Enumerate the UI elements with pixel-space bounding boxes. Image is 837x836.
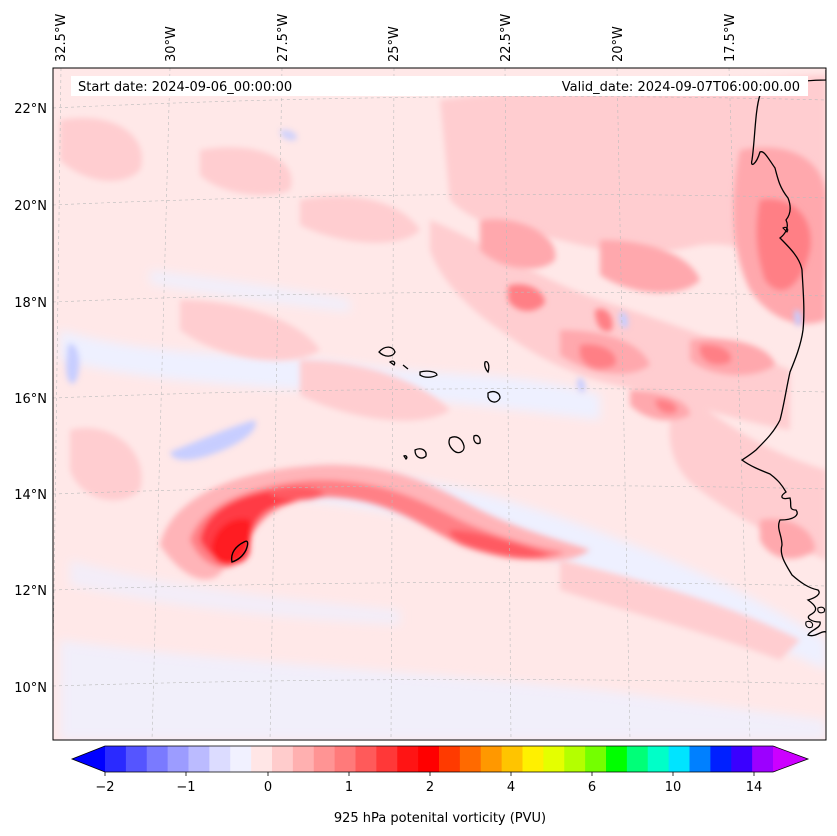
- colorbar-segment: [313, 746, 336, 772]
- lon-label: 25°W: [387, 26, 402, 62]
- colorbar-extend-high: [773, 746, 808, 772]
- map-frame: [52, 67, 827, 741]
- colorbar-segment: [230, 746, 252, 772]
- colorbar-segment: [146, 746, 169, 772]
- colorbar: [70, 745, 810, 773]
- colorbar-segment: [647, 746, 670, 772]
- colorbar-ticks: −2 −1 0 1 2 4 6 10 14: [95, 772, 762, 795]
- colorbar-segment: [689, 746, 711, 772]
- lat-label: 22°N: [14, 102, 47, 117]
- colorbar-tick-label: 0: [264, 780, 272, 795]
- pv-field: [53, 68, 826, 740]
- longitude-labels: 32.5°W 30°W 27.5°W 25°W 22.5°W 20°W 17.5°W: [54, 14, 738, 62]
- lat-label: 18°N: [14, 296, 47, 311]
- valid-date-label: Valid_date: 2024-09-07T06:00:00.00: [562, 80, 800, 95]
- colorbar-segment: [251, 746, 273, 772]
- colorbar-segment: [397, 746, 419, 772]
- colorbar-segment: [564, 746, 586, 772]
- colorbar-segment: [418, 746, 440, 772]
- colorbar-segment: [480, 746, 503, 772]
- colorbar-segment: [731, 746, 753, 772]
- colorbar-extend-low: [72, 746, 105, 772]
- colorbar-tick-label: −1: [176, 780, 195, 795]
- colorbar-title: 925 hPa potenital vorticity (PVU): [334, 811, 546, 826]
- colorbar-segment: [125, 746, 148, 772]
- lon-label: 20°W: [611, 26, 626, 62]
- colorbar-tick-label: 4: [507, 780, 515, 795]
- colorbar-segment: [606, 746, 628, 772]
- colorbar-segment: [710, 746, 732, 772]
- colorbar-outline: [70, 745, 810, 773]
- colorbar-segment: [585, 746, 607, 772]
- lon-label: 27.5°W: [276, 14, 291, 62]
- colorbar-segment: [752, 746, 774, 772]
- colorbar-segment: [668, 746, 691, 772]
- lat-label: 16°N: [14, 392, 47, 407]
- colorbar-segment: [376, 746, 398, 772]
- african-coastline: [740, 70, 826, 637]
- colorbar-segment: [292, 746, 315, 772]
- colorbar-segment: [626, 746, 649, 772]
- header-box: [71, 76, 808, 96]
- colorbar-tick-label: 2: [426, 780, 434, 795]
- cape-verde-islands: [378, 346, 501, 461]
- colorbar-tick-label: −2: [95, 780, 114, 795]
- lon-label: 17.5°W: [723, 14, 738, 62]
- colorbar-segment: [334, 746, 357, 772]
- lon-label: 32.5°W: [54, 14, 69, 62]
- colorbar-segment: [522, 746, 544, 772]
- colorbar-segment: [439, 746, 461, 772]
- lat-label: 14°N: [14, 488, 47, 503]
- gridlines: [53, 68, 826, 740]
- colorbar-tick-label: 1: [345, 780, 353, 795]
- lat-label: 10°N: [14, 681, 47, 696]
- colorbar-segment: [188, 746, 210, 772]
- colorbar-tick-label: 10: [665, 780, 682, 795]
- colorbar-segment: [355, 746, 377, 772]
- lat-label: 12°N: [14, 584, 47, 599]
- colorbar-tick-label: 6: [588, 780, 596, 795]
- latitude-labels: 22°N 20°N 18°N 16°N 14°N 12°N 10°N: [14, 102, 47, 696]
- colorbar-segment: [167, 746, 190, 772]
- start-date-label: Start date: 2024-09-06_00:00:00: [78, 80, 292, 95]
- colorbar-tick-label: 14: [746, 780, 763, 795]
- colorbar-segment: [459, 746, 482, 772]
- colorbar-segment: [209, 746, 231, 772]
- lon-label: 30°W: [164, 26, 179, 62]
- colorbar-segment: [501, 746, 524, 772]
- lat-label: 20°N: [14, 199, 47, 214]
- colorbar-segment: [272, 746, 294, 772]
- colorbar-segment: [105, 746, 127, 772]
- lon-label: 22.5°W: [499, 14, 514, 62]
- colorbar-segment: [543, 746, 565, 772]
